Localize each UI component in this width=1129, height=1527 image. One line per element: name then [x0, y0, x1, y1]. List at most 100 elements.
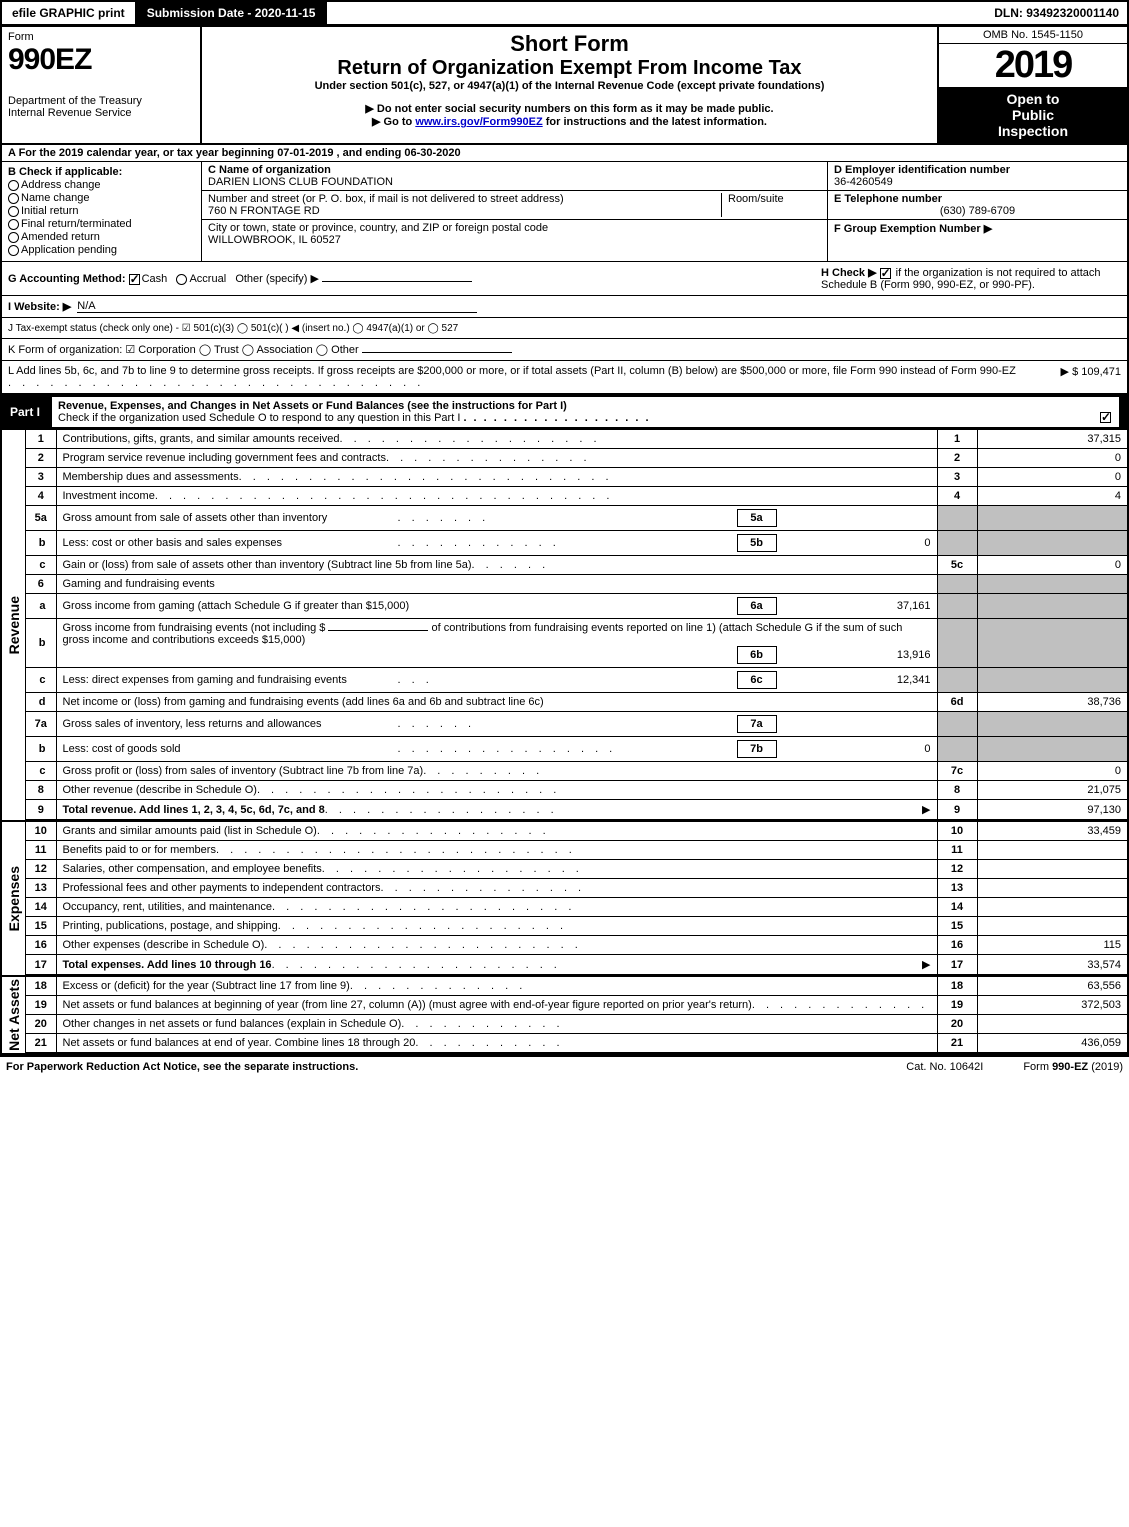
omb-number: OMB No. 1545-1150: [939, 27, 1127, 44]
line-21: 21Net assets or fund balances at end of …: [26, 1034, 1127, 1053]
revenue-side-label: Revenue: [2, 430, 26, 820]
tax-year: 2019: [939, 44, 1127, 87]
c-label: C Name of organization: [208, 164, 821, 176]
accrual-label: Accrual: [189, 273, 226, 285]
check-accrual[interactable]: [176, 274, 187, 285]
room-suite: Room/suite: [721, 193, 821, 217]
revenue-table: 1Contributions, gifts, grants, and simil…: [26, 430, 1127, 820]
inspect-2: Public: [943, 107, 1123, 123]
g-label: G Accounting Method:: [8, 273, 126, 285]
part-1-header: Part I Revenue, Expenses, and Changes in…: [0, 394, 1129, 430]
line-3: 3Membership dues and assessments . . . .…: [26, 468, 1127, 487]
amt-19: 372,503: [977, 996, 1127, 1015]
amt-6b: 13,916: [781, 649, 931, 661]
e-label: E Telephone number: [834, 193, 1121, 205]
check-initial-return[interactable]: Initial return: [8, 205, 195, 217]
line-9: 9Total revenue. Add lines 1, 2, 3, 4, 5c…: [26, 800, 1127, 820]
inspect-1: Open to: [943, 91, 1123, 107]
amt-5b: 0: [781, 537, 931, 549]
amt-6c: 12,341: [781, 674, 931, 686]
goto-post: for instructions and the latest informat…: [546, 116, 767, 128]
expenses-table: 10Grants and similar amounts paid (list …: [26, 822, 1127, 975]
row-h: H Check ▶ if the organization is not req…: [821, 266, 1121, 291]
cell-phone: E Telephone number (630) 789-6709: [828, 191, 1127, 220]
part-1-title: Revenue, Expenses, and Changes in Net As…: [52, 397, 1119, 427]
form-number: 990EZ: [8, 43, 194, 77]
top-bar: efile GRAPHIC print Submission Date - 20…: [0, 0, 1129, 27]
check-amended-return[interactable]: Amended return: [8, 231, 195, 243]
f-label: F Group Exemption Number ▶: [834, 223, 992, 235]
check-schedule-b[interactable]: [880, 268, 891, 279]
h-label: H Check ▶: [821, 267, 877, 279]
part1-schedule-o-check[interactable]: [1100, 412, 1111, 423]
amt-8: 21,075: [977, 781, 1127, 800]
line-12: 12Salaries, other compensation, and empl…: [26, 860, 1127, 879]
line-2: 2Program service revenue including gover…: [26, 449, 1127, 468]
amt-16: 115: [977, 936, 1127, 955]
check-cash[interactable]: [129, 274, 140, 285]
line-4: 4Investment income . . . . . . . . . . .…: [26, 487, 1127, 506]
check-address-change[interactable]: Address change: [8, 179, 195, 191]
irs-label: Internal Revenue Service: [8, 107, 194, 119]
amt-1: 37,315: [977, 430, 1127, 449]
line-7c: cGross profit or (loss) from sales of in…: [26, 762, 1127, 781]
warning-ssn: ▶ Do not enter social security numbers o…: [210, 102, 929, 115]
line6b-contrib-input[interactable]: [328, 630, 428, 631]
line-16: 16Other expenses (describe in Schedule O…: [26, 936, 1127, 955]
column-c: C Name of organization DARIEN LIONS CLUB…: [202, 162, 827, 261]
amt-2: 0: [977, 449, 1127, 468]
ein-value: 36-4260549: [834, 176, 1121, 188]
line-5a: 5aGross amount from sale of assets other…: [26, 506, 1127, 531]
cell-address: Number and street (or P. O. box, if mail…: [202, 191, 827, 220]
other-specify: Other (specify) ▶: [235, 273, 319, 285]
page-footer: For Paperwork Reduction Act Notice, see …: [0, 1055, 1129, 1077]
amt-6a: 37,161: [781, 600, 931, 612]
form-word: Form: [8, 31, 194, 43]
amt-3: 0: [977, 468, 1127, 487]
amt-11: [977, 841, 1127, 860]
row-i: I Website: ▶ N/A: [0, 296, 1129, 318]
dln-label: DLN: 93492320001140: [994, 6, 1127, 20]
check-application-pending[interactable]: Application pending: [8, 244, 195, 256]
amt-12: [977, 860, 1127, 879]
header-right: OMB No. 1545-1150 2019 Open to Public In…: [937, 27, 1127, 143]
amt-21: 436,059: [977, 1034, 1127, 1053]
line-19: 19Net assets or fund balances at beginni…: [26, 996, 1127, 1015]
section-bcd: B Check if applicable: Address change Na…: [0, 162, 1129, 262]
l-amount: ▶ $ 109,471: [1061, 365, 1121, 389]
amt-4: 4: [977, 487, 1127, 506]
check-final-return[interactable]: Final return/terminated: [8, 218, 195, 230]
line-18: 18Excess or (deficit) for the year (Subt…: [26, 977, 1127, 996]
expenses-section: Expenses 10Grants and similar amounts pa…: [0, 820, 1129, 975]
b-label: B Check if applicable:: [8, 166, 195, 178]
line-10: 10Grants and similar amounts paid (list …: [26, 822, 1127, 841]
line-7b: bLess: cost of goods sold . . . . . . . …: [26, 737, 1127, 762]
line-13: 13Professional fees and other payments t…: [26, 879, 1127, 898]
row-l: L Add lines 5b, 6c, and 7b to line 9 to …: [0, 361, 1129, 394]
efile-print-button[interactable]: efile GRAPHIC print: [2, 2, 137, 24]
line-7a: 7aGross sales of inventory, less returns…: [26, 712, 1127, 737]
row-j: J Tax-exempt status (check only one) - ☑…: [0, 318, 1129, 339]
cash-label: Cash: [142, 273, 168, 285]
city-value: WILLOWBROOK, IL 60527: [208, 234, 821, 246]
amt-9: 97,130: [977, 800, 1127, 820]
other-specify-input[interactable]: [322, 281, 472, 282]
k-other-input[interactable]: [362, 352, 512, 353]
irs-link[interactable]: www.irs.gov/Form990EZ: [415, 116, 542, 128]
amt-14: [977, 898, 1127, 917]
phone-value: (630) 789-6709: [834, 205, 1121, 217]
goto-pre: ▶ Go to: [372, 116, 415, 128]
row-k: K Form of organization: ☑ Corporation ◯ …: [0, 339, 1129, 361]
submission-date-button[interactable]: Submission Date - 2020-11-15: [137, 2, 328, 24]
check-name-change[interactable]: Name change: [8, 192, 195, 204]
line-6c: cLess: direct expenses from gaming and f…: [26, 668, 1127, 693]
footer-form: Form 990-EZ (2019): [1023, 1061, 1123, 1073]
title-return-exempt: Return of Organization Exempt From Incom…: [210, 57, 929, 80]
row-a-tax-year: A For the 2019 calendar year, or tax yea…: [0, 145, 1129, 162]
net-assets-table: 18Excess or (deficit) for the year (Subt…: [26, 977, 1127, 1053]
amt-10: 33,459: [977, 822, 1127, 841]
amt-18: 63,556: [977, 977, 1127, 996]
form-header: Form 990EZ Department of the Treasury In…: [0, 27, 1129, 145]
open-public-inspection: Open to Public Inspection: [939, 87, 1127, 143]
line-6b: bGross income from fundraising events (n…: [26, 619, 1127, 668]
